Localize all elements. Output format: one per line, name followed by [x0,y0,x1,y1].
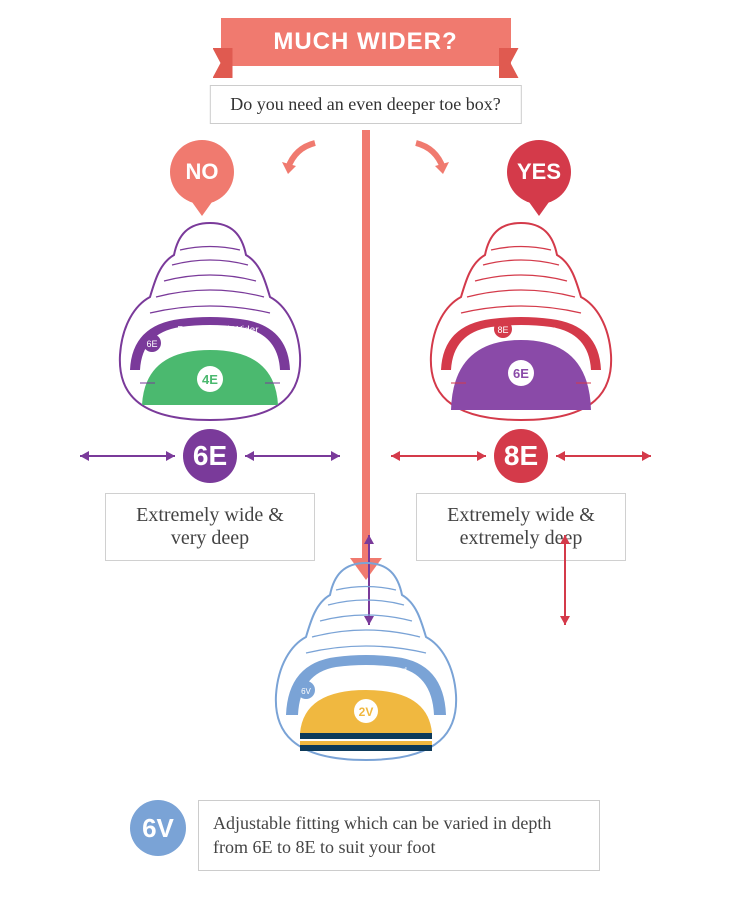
curve-arrow-right-icon [411,138,451,178]
shoe-6e-icon: 6E Deeper and Wider 4E [100,215,320,435]
banner-bg: MUCH WIDER? [221,18,511,66]
depth-arrow-8e-icon [564,535,566,625]
center-arrow-icon [362,130,370,560]
choice-no-label: NO [186,159,219,185]
width-row-6e: 6E [80,429,340,483]
shoe-6v-block: 6V Extremely Wide and Extremely Deep 2V [236,555,496,775]
desc-6e: Extremely wide & very deep [105,493,315,561]
arc-badge-6v: 6V [301,687,311,696]
shoe-6e-block: 6E Deeper and Wider 4E 6E Extremely wide… [80,215,340,561]
arc-badge-6e: 6E [146,339,157,349]
question-box: Do you need an even deeper toe box? [209,85,521,124]
size-badge-8e: 8E [494,429,548,483]
choice-no: NO [170,140,234,204]
arc-text-6v-2: Extremely Deep [342,676,399,685]
shoe-6v-icon: 6V Extremely Wide and Extremely Deep 2V [256,555,476,775]
arc-badge-8e: 8E [497,325,508,335]
choice-yes-label: YES [517,159,561,185]
width-arrow-left-8e-icon [391,455,486,457]
size-badge-6v: 6V [130,800,186,856]
banner-text: MUCH WIDER? [273,28,457,56]
shoe-8e-block: 8E Deeper 6E 8E Extremely wide & extreme… [391,215,651,561]
inner-badge-2v: 2V [358,705,373,719]
width-arrow-left-6e-icon [80,455,175,457]
choice-yes: YES [507,140,571,204]
bottom-row-6v: 6V Adjustable fitting which can be varie… [130,800,600,871]
curve-arrow-left-icon [280,138,320,178]
desc-6v: Adjustable fitting which can be varied i… [198,800,600,871]
inner-badge-4e: 4E [202,372,218,387]
width-row-8e: 8E [391,429,651,483]
width-arrow-right-6e-icon [245,455,340,457]
arc-text-6v-1: Extremely Wide and [335,666,407,675]
size-badge-6e: 6E [183,429,237,483]
width-arrow-right-8e-icon [556,455,651,457]
arc-text-6e: Deeper and Wider [177,325,259,336]
inner-badge-6e-r: 6E [513,366,529,381]
shoe-8e-icon: 8E Deeper 6E [411,215,631,435]
desc-8e: Extremely wide & extremely deep [416,493,626,561]
arc-text-8e: Deeper [523,325,556,336]
banner-ribbon: MUCH WIDER? [221,10,511,80]
